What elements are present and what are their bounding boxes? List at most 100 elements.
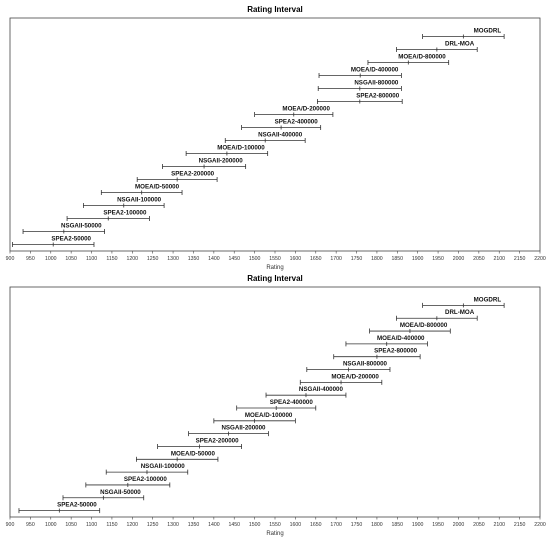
interval-label: NSGAII-800000 <box>343 361 388 368</box>
x-tick-label: 1300 <box>167 522 179 528</box>
chart-title: Rating Interval <box>247 5 303 14</box>
interval-label: MOEA/D-800000 <box>398 54 446 61</box>
x-tick-label: 2000 <box>453 256 465 262</box>
interval-label: SPEA2-100000 <box>103 210 147 217</box>
interval-label: NSGAII-50000 <box>100 489 141 496</box>
x-tick-label: 1350 <box>188 522 200 528</box>
interval-moea-d-200000: MOEA/D-200000 <box>254 106 334 117</box>
interval-spea2-50000: SPEA2-50000 <box>18 502 101 514</box>
x-tick-label: 2000 <box>453 522 465 528</box>
interval-label: NSGAII-100000 <box>141 463 186 470</box>
interval-label: NSGAII-400000 <box>258 132 303 139</box>
x-tick-label: 1100 <box>86 256 97 262</box>
interval-label: MOEA/D-400000 <box>351 67 399 74</box>
interval-moea-d-400000: MOEA/D-400000 <box>345 335 428 347</box>
x-tick-label: 2100 <box>493 256 505 262</box>
chart-1: Rating Interval 900 950 1000 1050 1100 1150 120… <box>6 5 546 271</box>
interval-label: NSGAII-800000 <box>354 80 399 87</box>
x-tick-label: 950 <box>26 522 35 528</box>
interval-label: SPEA2-400000 <box>275 119 319 126</box>
interval-label: MOGDRL <box>474 296 502 303</box>
x-tick-label: 1750 <box>351 256 363 262</box>
interval-nsgaii-400000: NSGAII-400000 <box>265 386 347 398</box>
interval-label: NSGAII-200000 <box>199 158 244 165</box>
interval-nsgaii-800000: NSGAII-800000 <box>317 80 402 91</box>
interval-mogdrl: MOGDRL <box>422 296 505 308</box>
x-tick-label: 1250 <box>147 256 159 262</box>
x-tick-label: 1000 <box>45 522 57 528</box>
interval-nsgaii-50000: NSGAII-50000 <box>22 223 105 234</box>
x-tick-label: 1850 <box>392 522 404 528</box>
interval-label: SPEA2-800000 <box>356 93 400 100</box>
interval-spea2-400000: SPEA2-400000 <box>241 119 322 130</box>
interval-moea-d-200000: MOEA/D-200000 <box>299 373 383 385</box>
interval-nsgaii-100000: NSGAII-100000 <box>105 463 189 475</box>
interval-nsgaii-50000: NSGAII-50000 <box>62 489 145 501</box>
interval-label: MOEA/D-200000 <box>331 373 379 380</box>
x-tick-label: 2200 <box>534 256 546 262</box>
interval-label: MOEA/D-200000 <box>282 106 330 113</box>
x-tick-label: 1650 <box>310 256 322 262</box>
x-tick-label: 1300 <box>167 256 179 262</box>
x-tick-label: 1100 <box>86 522 97 528</box>
x-tick-label: 1500 <box>249 522 261 528</box>
x-tick-label: 1050 <box>65 256 77 262</box>
x-tick-label: 1750 <box>351 522 363 528</box>
x-axis-label: Rating <box>266 265 283 271</box>
interval-label: MOEA/D-100000 <box>217 145 265 152</box>
interval-spea2-200000: SPEA2-200000 <box>136 171 218 182</box>
interval-label: MOGDRL <box>474 28 502 35</box>
interval-spea2-800000: SPEA2-800000 <box>316 93 403 104</box>
x-tick-label: 2050 <box>473 522 485 528</box>
interval-spea2-200000: SPEA2-200000 <box>157 437 242 449</box>
x-tick-label: 1950 <box>432 256 444 262</box>
interval-label: SPEA2-800000 <box>374 348 418 355</box>
interval-spea2-100000: SPEA2-100000 <box>66 210 150 221</box>
interval-moea-d-400000: MOEA/D-400000 <box>318 67 402 78</box>
x-tick-label: 900 <box>6 522 15 528</box>
x-tick-label: 1500 <box>249 256 261 262</box>
x-tick-label: 1200 <box>127 522 139 528</box>
x-tick-label: 1650 <box>310 522 322 528</box>
x-tick-label: 1350 <box>188 256 200 262</box>
x-tick-label: 1150 <box>106 256 117 262</box>
interval-drl-moa: DRL-MOA <box>396 309 478 321</box>
x-tick-label: 1400 <box>208 522 220 528</box>
x-tick-label: 1700 <box>330 522 342 528</box>
interval-label: SPEA2-400000 <box>270 399 314 406</box>
x-tick-label: 1800 <box>371 522 383 528</box>
x-tick-label: 1550 <box>269 256 281 262</box>
interval-label: MOEA/D-400000 <box>377 335 425 342</box>
interval-label: NSGAII-50000 <box>61 223 102 230</box>
x-tick-label: 1900 <box>412 522 424 528</box>
interval-moea-d-50000: MOEA/D-50000 <box>100 184 183 195</box>
interval-nsgaii-400000: NSGAII-400000 <box>224 132 306 143</box>
x-tick-label: 1950 <box>432 522 444 528</box>
interval-nsgaii-100000: NSGAII-100000 <box>82 197 165 208</box>
x-tick-label: 1000 <box>45 256 57 262</box>
x-tick-label: 1450 <box>228 522 240 528</box>
interval-moea-d-800000: MOEA/D-800000 <box>367 54 450 65</box>
interval-label: SPEA2-50000 <box>51 236 91 243</box>
interval-moea-d-100000: MOEA/D-100000 <box>185 145 269 156</box>
x-tick-label: 1050 <box>65 522 77 528</box>
x-tick-label: 1250 <box>147 522 159 528</box>
interval-label: NSGAII-200000 <box>221 425 266 432</box>
interval-spea2-50000: SPEA2-50000 <box>12 236 95 247</box>
interval-label: SPEA2-50000 <box>57 502 97 509</box>
interval-label: MOEA/D-100000 <box>245 412 293 419</box>
x-tick-label: 1400 <box>208 256 220 262</box>
interval-moea-d-50000: MOEA/D-50000 <box>135 450 219 462</box>
interval-label: DRL-MOA <box>445 309 475 316</box>
interval-label: NSGAII-100000 <box>117 197 162 204</box>
x-tick-label: 2150 <box>514 522 526 528</box>
x-tick-label: 2050 <box>473 256 485 262</box>
interval-nsgaii-200000: NSGAII-200000 <box>162 158 247 169</box>
x-tick-label: 1550 <box>269 522 281 528</box>
x-tick-label: 1600 <box>290 256 302 262</box>
interval-label: SPEA2-200000 <box>196 437 240 444</box>
x-tick-label: 1700 <box>330 256 342 262</box>
x-tick-label: 2100 <box>493 522 505 528</box>
interval-label: DRL-MOA <box>445 41 475 48</box>
x-tick-label: 900 <box>6 256 15 262</box>
